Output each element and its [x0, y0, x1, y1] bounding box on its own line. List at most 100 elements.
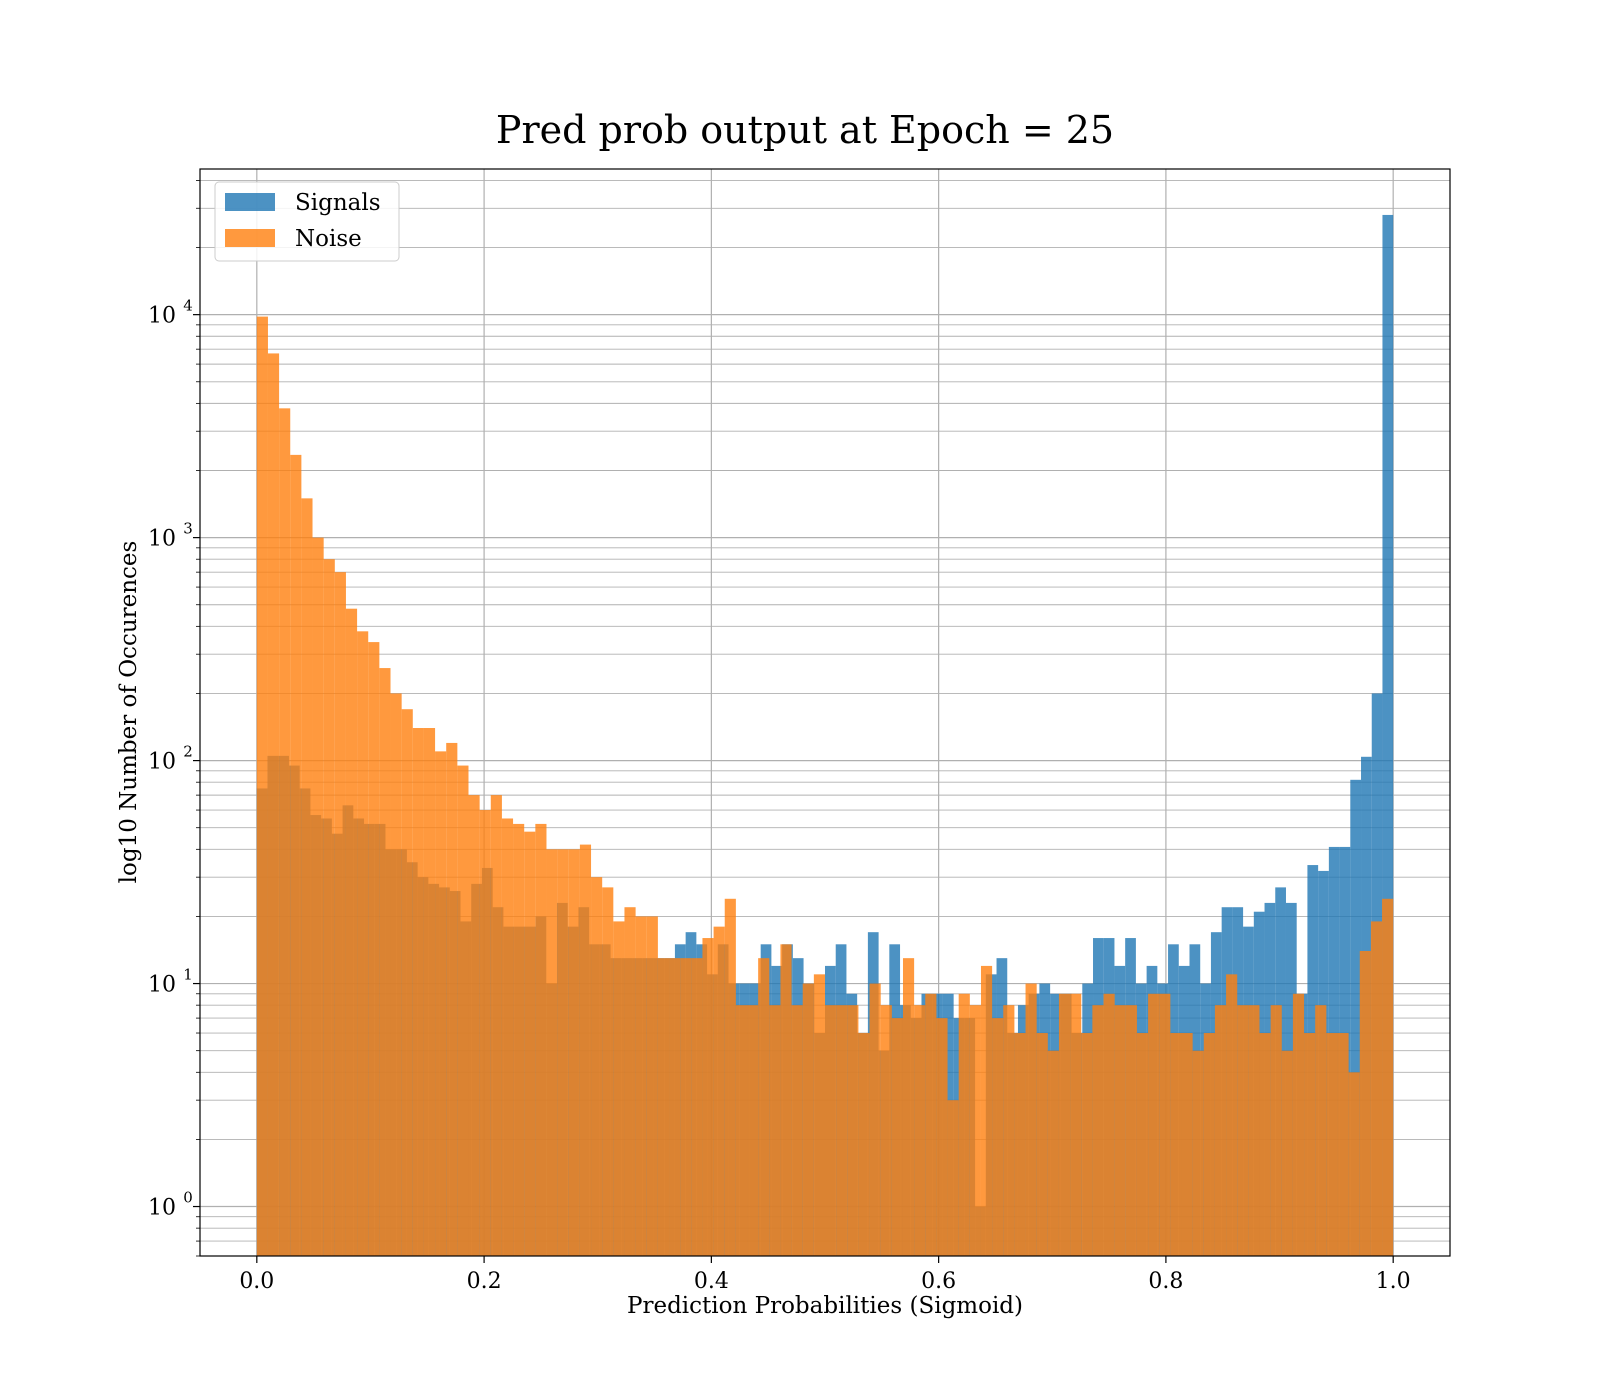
noise-bar [769, 1005, 781, 1256]
noise-bar [914, 1005, 926, 1256]
noise-bar [591, 877, 603, 1256]
noise-bar [1181, 1033, 1193, 1256]
noise-bar [345, 608, 358, 1256]
noise-bar [412, 728, 424, 1256]
noise-bar [646, 916, 658, 1256]
noise-bar [1259, 1033, 1271, 1256]
noise-bar [1315, 1005, 1327, 1256]
noise-bar [624, 907, 636, 1256]
noise-bar [1136, 1033, 1149, 1256]
noise-bar [680, 958, 692, 1256]
noise-bar [1326, 1033, 1338, 1256]
legend-label-noise: Noise [295, 226, 362, 252]
noise-bar [992, 1018, 1004, 1256]
noise-bar [390, 693, 402, 1256]
noise-bar [301, 498, 313, 1256]
noise-bar [869, 983, 881, 1256]
noise-bar [1292, 993, 1305, 1256]
noise-bar [1081, 1033, 1093, 1256]
noise-bar [1281, 1050, 1293, 1256]
noise-bar [713, 926, 725, 1256]
noise-bar [1025, 983, 1037, 1256]
noise-bar [758, 958, 770, 1256]
noise-bar [836, 1005, 848, 1256]
noise-bar [635, 916, 647, 1256]
noise-bar [891, 1018, 903, 1256]
noise-bar [1237, 1005, 1249, 1256]
noise-bar [1058, 993, 1071, 1256]
y-tick-label: 10 [148, 973, 176, 998]
noise-bar [513, 823, 525, 1256]
noise-bar [501, 818, 514, 1256]
noise-bar [702, 938, 714, 1256]
noise-bar [1226, 974, 1238, 1256]
noise-bar [357, 631, 369, 1256]
noise-bar [290, 454, 302, 1256]
y-tick-label: 10 [148, 304, 176, 329]
x-axis-label: Prediction Probabilities (Sigmoid) [627, 1293, 1023, 1319]
y-tick-exponent: 4 [183, 297, 193, 315]
signals-bar [1382, 214, 1394, 1256]
noise-bar [1270, 1005, 1282, 1256]
x-tick-label: 1.0 [1376, 1269, 1411, 1294]
noise-bar [947, 1100, 959, 1256]
noise-bar [1159, 993, 1171, 1256]
legend: Signals Noise [214, 181, 400, 262]
noise-bar [747, 1005, 759, 1256]
noise-bar [936, 1018, 948, 1256]
noise-bar [1203, 1033, 1215, 1256]
noise-bar [1103, 993, 1115, 1256]
noise-bar [825, 1005, 837, 1256]
noise-bar [490, 795, 502, 1256]
legend-label-signals: Signals [295, 190, 381, 216]
plot-frame [199, 168, 1451, 1257]
legend-swatch-signals [225, 193, 275, 211]
noise-bar [1348, 1072, 1360, 1256]
noise-bar [858, 1033, 870, 1256]
signals-bar [1350, 779, 1362, 1256]
y-tick-exponent: 0 [183, 1189, 193, 1207]
noise-bar [1370, 921, 1383, 1256]
noise-bar [279, 408, 291, 1256]
noise-bar [980, 965, 993, 1256]
y-tick-label: 10 [148, 527, 176, 552]
noise-bar [1248, 1005, 1260, 1256]
x-tick-label: 0.6 [921, 1269, 956, 1294]
y-axis-label: log10 Number of Occurences [116, 541, 142, 884]
noise-bar [969, 1005, 981, 1256]
noise-bar [1125, 1005, 1137, 1256]
noise-bar [379, 668, 391, 1256]
noise-bar [735, 1005, 748, 1256]
noise-bar [1170, 1033, 1182, 1256]
noise-bar [925, 993, 937, 1256]
noise-bar [334, 572, 346, 1256]
y-tick-label: 10 [148, 750, 176, 775]
noise-bar [524, 831, 536, 1256]
x-tick-label: 0.8 [1148, 1269, 1183, 1294]
y-tick-exponent: 1 [183, 966, 193, 984]
legend-swatch-noise [225, 229, 275, 247]
noise-bar [880, 1005, 892, 1256]
noise-bar [479, 810, 491, 1256]
noise-bar [613, 921, 625, 1256]
noise-bar [1214, 1005, 1227, 1256]
noise-bar [368, 642, 380, 1256]
x-tick-label: 0.4 [694, 1269, 729, 1294]
y-axis-ticks: 10 0 10 1 10 2 10 3 10 4 [148, 180, 200, 1257]
noise-bar [1192, 1050, 1204, 1256]
noise-bar [1036, 1033, 1048, 1256]
noise-bar [780, 944, 792, 1256]
noise-bar [323, 559, 335, 1256]
noise-bar [535, 823, 547, 1256]
noise-bar [602, 887, 614, 1256]
noise-bar [468, 795, 480, 1256]
x-tick-label: 0.0 [239, 1269, 274, 1294]
chart-title: Pred prob output at Epoch = 25 [496, 108, 1114, 152]
noise-bar [724, 898, 736, 1256]
noise-bar [1047, 1050, 1059, 1256]
noise-bar [267, 353, 280, 1256]
noise-bar [791, 1005, 803, 1256]
noise-bar [579, 844, 592, 1256]
noise-bar [446, 742, 458, 1256]
y-tick-exponent: 3 [183, 520, 193, 538]
